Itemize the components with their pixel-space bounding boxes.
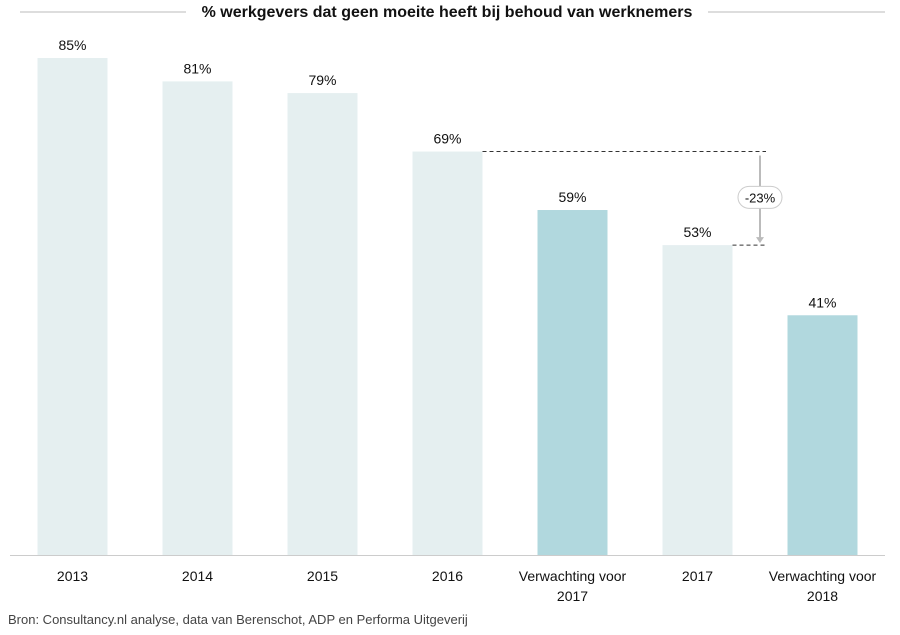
annotation-arrowhead xyxy=(756,237,764,244)
data-label: 81% xyxy=(183,60,211,76)
bar xyxy=(37,58,108,555)
data-label: 69% xyxy=(433,131,461,147)
data-label: 53% xyxy=(683,224,711,240)
bar xyxy=(412,151,483,555)
annotation: -23% xyxy=(745,190,776,205)
x-tick-label: 2015 xyxy=(306,568,339,584)
x-tick-label: 2017 xyxy=(681,568,714,584)
x-tick-label: Verwachting voor 2017 xyxy=(518,568,627,604)
x-tick-label: 2014 xyxy=(181,568,214,584)
source-note: Bron: Consultancy.nl analyse, data van B… xyxy=(8,612,468,627)
x-tick-label: 2013 xyxy=(56,568,89,584)
data-label: 85% xyxy=(58,37,86,53)
chart-title: % werkgevers dat geen moeite heeft bij b… xyxy=(202,4,693,21)
data-label: 59% xyxy=(558,189,586,205)
annotation-box xyxy=(737,185,783,209)
data-label: 79% xyxy=(308,72,336,88)
bar xyxy=(787,315,858,555)
x-tick-label: 2016 xyxy=(431,568,464,584)
bar xyxy=(162,81,233,555)
bar xyxy=(537,210,608,555)
x-tick-label: Verwachting voor 2018 xyxy=(768,568,877,604)
bar xyxy=(287,93,358,556)
bar xyxy=(662,245,733,555)
data-label: 41% xyxy=(808,294,836,310)
